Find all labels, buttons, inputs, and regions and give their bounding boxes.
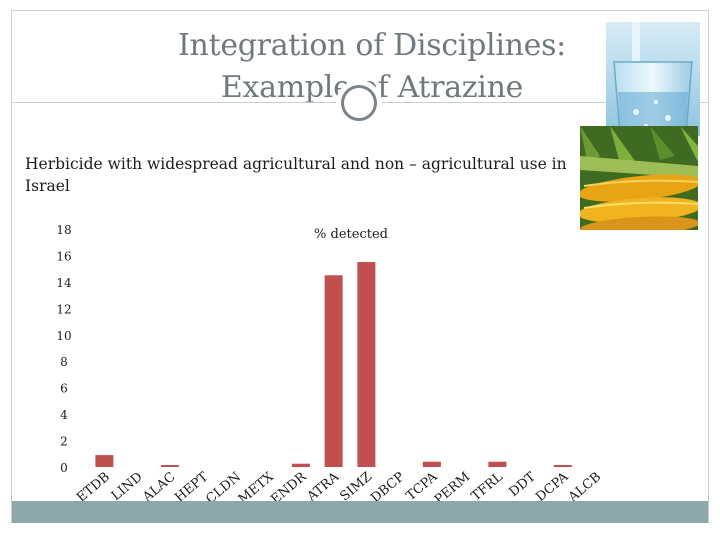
- bar-etdb: [95, 455, 114, 467]
- y-axis: 0 2 4 6 8 10 12 14 16 18: [56, 223, 72, 475]
- slide-title-line-1: Integration of Disciplines:: [178, 28, 566, 63]
- y-tick-label: 2: [60, 435, 68, 449]
- x-tick-label: ATRA: [304, 469, 343, 505]
- bar-alac: [160, 465, 179, 467]
- chart-title: % detected: [314, 227, 388, 242]
- footer-bar: [12, 501, 708, 523]
- bar-simz: [357, 262, 376, 467]
- bar-atra: [324, 275, 343, 467]
- y-tick-label: 6: [60, 382, 68, 396]
- title-ring-icon: [341, 85, 377, 121]
- bar-series: [95, 262, 572, 467]
- y-tick-label: 14: [56, 276, 72, 290]
- y-tick-label: 0: [60, 461, 68, 475]
- glass-of-water-photo: [606, 22, 700, 136]
- bar-tfrl: [488, 461, 507, 467]
- y-tick-label: 4: [60, 408, 68, 422]
- bar-dcpa: [553, 465, 572, 467]
- y-tick-label: 8: [60, 355, 68, 369]
- x-tick-label: TFRL: [469, 469, 507, 504]
- corn-cobs-photo: [580, 126, 698, 230]
- x-tick-label: DCPA: [533, 469, 572, 505]
- x-tick-label: LIND: [109, 470, 146, 504]
- y-tick-label: 18: [56, 223, 71, 237]
- y-tick-label: 16: [56, 249, 71, 263]
- y-tick-label: 12: [56, 302, 71, 316]
- slide-subtitle: Herbicide with widespread agricultural a…: [25, 155, 567, 195]
- bar-endr: [291, 463, 310, 467]
- x-tick-label: SIMZ: [337, 470, 375, 505]
- bar-tcpa: [422, 461, 441, 467]
- y-tick-label: 10: [56, 329, 71, 343]
